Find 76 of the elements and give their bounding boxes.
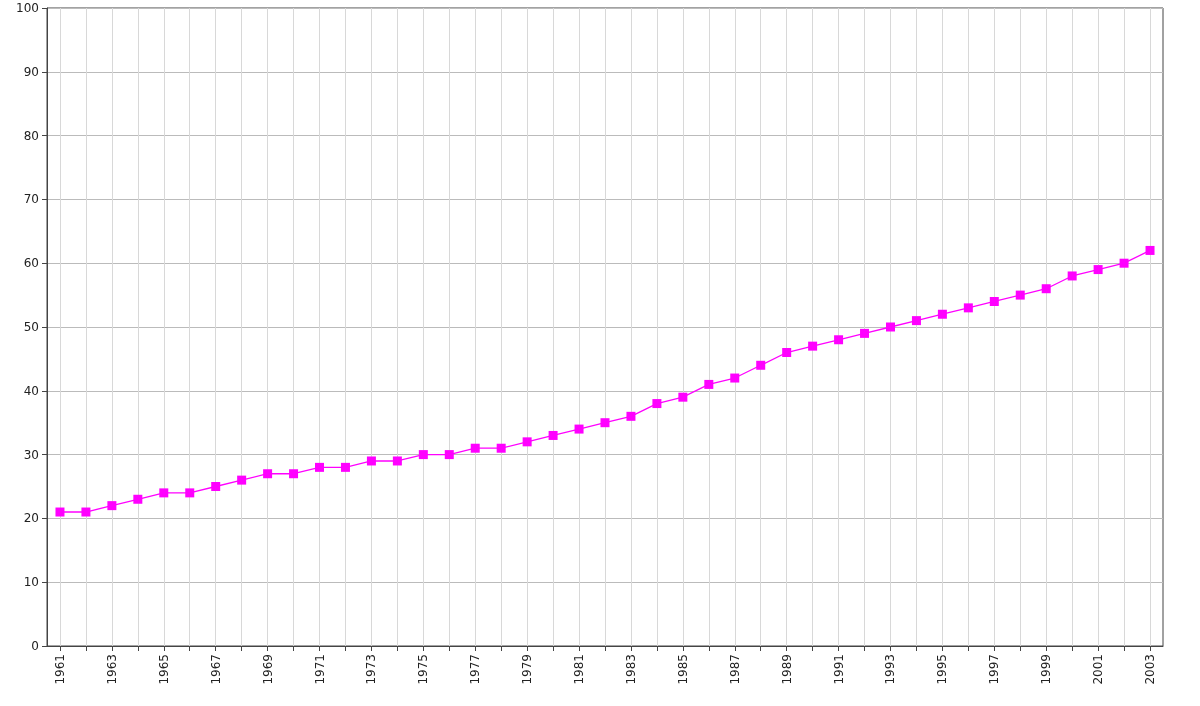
point: [55, 507, 65, 517]
point: [678, 392, 688, 402]
x-tick-label: 2001: [1091, 654, 1106, 685]
point: [574, 424, 584, 434]
point: [496, 443, 506, 453]
point: [730, 373, 740, 383]
y-tick-label: 70: [23, 192, 39, 207]
point: [911, 316, 921, 326]
point: [211, 482, 221, 491]
x-tick-label: 1995: [935, 654, 950, 685]
point: [340, 462, 350, 472]
x-tick-label: 1981: [572, 654, 587, 685]
point: [600, 418, 610, 428]
point: [418, 450, 428, 460]
point: [263, 469, 273, 479]
point: [782, 348, 792, 358]
point: [652, 399, 662, 409]
point: [1067, 271, 1077, 281]
point: [885, 322, 895, 332]
point: [159, 488, 169, 498]
x-tick-label: 1969: [260, 654, 275, 685]
x-tick-label: 1997: [987, 654, 1002, 685]
point: [963, 303, 973, 313]
point: [522, 437, 532, 447]
x-tick-label: 1983: [623, 654, 638, 685]
x-tick-label: 1961: [52, 654, 67, 685]
point: [1041, 284, 1051, 294]
point: [704, 379, 714, 389]
x-tick-label: 1977: [468, 654, 483, 685]
point: [1145, 245, 1155, 255]
point: [834, 335, 844, 345]
point: [289, 469, 299, 479]
x-tick-label: 1971: [312, 654, 327, 685]
point: [107, 501, 117, 511]
y-tick-label: 30: [23, 447, 39, 462]
point: [1119, 258, 1129, 268]
point: [860, 328, 870, 338]
x-tick-label: 1965: [156, 654, 171, 685]
x-tick-label: 1975: [416, 654, 431, 685]
point: [470, 443, 480, 453]
x-tick-label: 1979: [520, 654, 535, 685]
point: [937, 309, 947, 319]
point: [366, 456, 376, 466]
y-tick-label: 50: [23, 320, 39, 334]
x-tick-label: 1973: [364, 654, 379, 685]
y-tick-label: 60: [23, 256, 39, 271]
point: [315, 462, 325, 472]
y-tick-label: 20: [23, 511, 39, 526]
y-tick-label: 0: [31, 639, 39, 653]
x-tick-label: 1987: [727, 654, 742, 685]
x-tick-label: 1999: [1039, 654, 1054, 685]
point: [626, 411, 636, 421]
point: [808, 341, 818, 351]
x-tick-label: 1993: [883, 654, 898, 685]
point: [392, 456, 402, 466]
point: [444, 450, 454, 460]
x-tick-label: 2003: [1143, 654, 1158, 685]
point: [756, 360, 766, 370]
y-tick-label: 100: [16, 1, 39, 15]
point: [989, 296, 999, 306]
y-tick-label: 80: [23, 128, 39, 143]
point: [185, 488, 195, 498]
point: [1015, 290, 1025, 300]
x-tick-label: 1967: [208, 654, 223, 685]
point: [1093, 265, 1103, 275]
point: [133, 494, 143, 504]
point: [237, 475, 247, 485]
point: [81, 507, 91, 517]
y-tick-label: 10: [23, 575, 39, 590]
x-tick-label: 1989: [779, 654, 794, 685]
x-tick-label: 1963: [104, 654, 119, 685]
x-tick-label: 1991: [831, 654, 846, 685]
point: [548, 430, 558, 440]
y-tick-label: 40: [23, 383, 39, 398]
x-tick-label: 1985: [675, 654, 690, 685]
y-tick-label: 90: [23, 64, 39, 79]
